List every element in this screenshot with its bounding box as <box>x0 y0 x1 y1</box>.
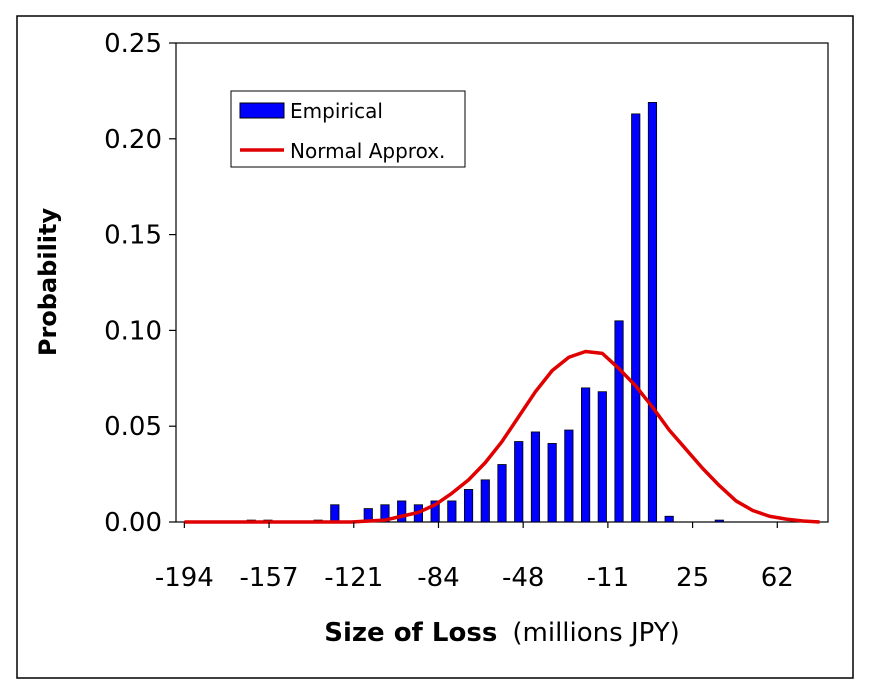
bar <box>581 387 591 523</box>
y-axis: 0.00 0.05 0.10 0.15 0.20 0.25 <box>104 29 176 538</box>
x-tick-label: -48 <box>502 563 544 593</box>
bar <box>614 320 624 523</box>
legend: Empirical Normal Approx. <box>230 90 466 168</box>
bar <box>497 464 507 523</box>
bar <box>714 519 724 523</box>
bar <box>463 489 474 523</box>
line-series-normal-approx <box>184 349 820 524</box>
bar <box>514 441 524 523</box>
bar <box>380 504 390 523</box>
x-tick-label: -157 <box>240 563 299 593</box>
y-tick-label: 0.25 <box>104 29 162 59</box>
legend-swatch-empirical <box>239 102 285 119</box>
bar <box>647 102 658 523</box>
legend-label-normal-approx: Normal Approx. <box>290 139 445 163</box>
bar <box>664 515 674 523</box>
bar <box>330 504 340 523</box>
bar <box>397 500 407 523</box>
x-tick-label: 25 <box>676 563 709 593</box>
y-tick-label: 0.15 <box>104 221 162 251</box>
y-tick-label: 0.10 <box>104 316 162 346</box>
bar-series-empirical <box>246 102 724 523</box>
y-tick-label: 0.05 <box>104 412 162 442</box>
x-tick-label: -11 <box>587 563 629 593</box>
x-tick-label: -121 <box>324 563 383 593</box>
bar <box>430 500 440 523</box>
y-tick-label: 0.00 <box>104 508 162 538</box>
x-tick-label: 62 <box>761 563 794 593</box>
x-tick-label: -84 <box>417 563 459 593</box>
bar <box>597 391 607 523</box>
bar <box>631 113 641 523</box>
x-axis: -194 -157 -121 -84 -48 -11 25 62 <box>155 522 794 593</box>
legend-label-empirical: Empirical <box>290 99 383 123</box>
y-axis-label: Probability <box>34 208 62 357</box>
bar <box>530 431 541 523</box>
bar <box>480 479 490 523</box>
x-axis-label-main: Size of Loss <box>324 618 497 648</box>
bar <box>447 500 457 523</box>
x-axis-label: Size of Loss (millions JPY) <box>324 618 680 648</box>
bar <box>564 429 574 523</box>
x-tick-label: -194 <box>155 563 214 593</box>
y-tick-label: 0.20 <box>104 125 162 155</box>
x-axis-label-unit: (millions JPY) <box>512 618 679 648</box>
bar <box>547 443 557 523</box>
